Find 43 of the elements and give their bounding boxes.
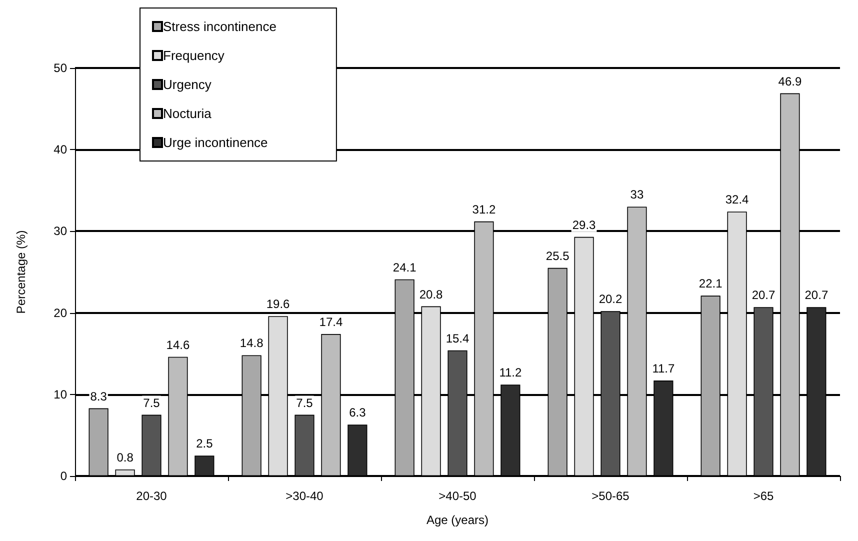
data-label: 6.3: [349, 406, 366, 420]
data-label: 8.3: [90, 389, 108, 404]
data-label: 20.7: [752, 288, 776, 302]
data-label: 14.8: [240, 336, 264, 350]
data-label: 11.2: [499, 366, 522, 380]
legend-label: Stress incontinence: [163, 19, 276, 34]
data-label: 20.8: [419, 287, 444, 302]
data-label: 20.2: [598, 292, 622, 306]
data-label: 7.5: [143, 396, 160, 410]
data-label: 20.7: [804, 288, 828, 302]
legend-label: Nocturia: [163, 106, 212, 121]
data-label: 0.8: [116, 450, 134, 464]
data-label: 29.3: [572, 218, 596, 232]
y-tick-label: 50: [54, 61, 68, 75]
data-label: 22.1: [698, 276, 723, 291]
data-label: 2.5: [196, 436, 214, 451]
data-label: 32.4: [725, 192, 750, 207]
x-tick-label: >65: [753, 489, 774, 503]
data-label: 14.6: [166, 338, 190, 352]
y-tick-label: 30: [54, 224, 68, 238]
y-axis-title: Percentage (%): [14, 230, 28, 314]
x-axis-title: Age (years): [426, 513, 489, 527]
data-label: 33: [630, 188, 644, 202]
y-tick-label: 40: [54, 142, 68, 157]
data-label: 15.4: [446, 331, 470, 346]
y-tick-label: 20: [54, 306, 68, 320]
x-tick-label: >30-40: [286, 489, 324, 503]
legend-label: Urge incontinence: [163, 135, 268, 150]
data-label: 19.6: [266, 297, 290, 312]
legend-label: Urgency: [163, 77, 212, 92]
data-label: 7.5: [296, 396, 314, 410]
x-tick-label: >50-65: [592, 489, 630, 503]
legend-label: Frequency: [163, 48, 225, 63]
data-label: 17.4: [319, 315, 343, 330]
data-label: 31.2: [472, 202, 496, 216]
data-label: 11.7: [652, 362, 675, 376]
y-tick-label: 0: [60, 469, 68, 483]
y-tick-label: 10: [54, 387, 68, 402]
data-label: 25.5: [546, 248, 570, 263]
x-tick-label: >40-50: [438, 489, 477, 503]
data-label: 46.9: [778, 74, 802, 88]
x-tick-label: 20-30: [136, 489, 168, 503]
data-label: 24.1: [392, 260, 417, 274]
